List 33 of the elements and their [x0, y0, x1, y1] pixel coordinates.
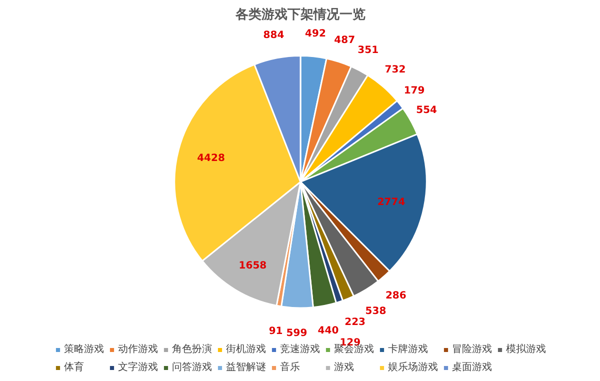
data-label: 223	[344, 317, 366, 328]
legend-label: 卡牌游戏	[388, 342, 428, 356]
legend-label: 动作游戏	[118, 342, 158, 356]
legend-label: 冒险游戏	[452, 342, 492, 356]
legend-label: 音乐	[280, 360, 300, 374]
data-label: 487	[334, 34, 356, 46]
data-label: 538	[365, 306, 386, 318]
data-label: 884	[263, 30, 284, 42]
legend-label: 益智解谜	[226, 360, 266, 374]
data-label: 1658	[238, 260, 267, 272]
data-label: 4428	[197, 153, 225, 164]
data-label: 732	[384, 64, 406, 76]
legend-label: 体育	[64, 360, 84, 374]
legend-label: 竞速游戏	[280, 342, 320, 356]
data-label: 2774	[377, 196, 406, 208]
legend-label: 桌面游戏	[452, 360, 492, 374]
data-label: 492	[305, 28, 326, 40]
legend-label: 街机游戏	[226, 342, 266, 356]
legend-label: 策略游戏	[64, 342, 104, 356]
chart-title: 各类游戏下架情况一览	[234, 6, 366, 22]
legend-label: 问答游戏	[172, 360, 212, 374]
data-label: 179	[404, 86, 425, 97]
legend-label: 文字游戏	[118, 360, 158, 374]
data-label: 351	[358, 45, 379, 56]
legend-label: 娱乐场游戏	[388, 360, 438, 374]
data-label: 599	[286, 328, 308, 340]
legend-label: 角色扮演	[172, 342, 212, 356]
legend-label: 游戏	[334, 360, 354, 374]
legend-label: 模拟游戏	[506, 342, 546, 356]
data-label: 554	[416, 105, 438, 116]
data-label: 440	[318, 325, 339, 336]
data-label: 286	[385, 290, 406, 302]
data-label: 91	[268, 326, 283, 337]
